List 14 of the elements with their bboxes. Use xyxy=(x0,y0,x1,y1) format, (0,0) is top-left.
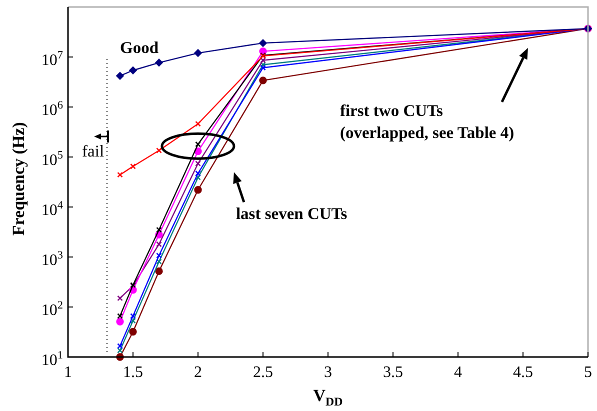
annotation: fail xyxy=(82,142,104,160)
x-tick-label: 3.5 xyxy=(383,364,403,381)
x-tick-label: 5 xyxy=(584,364,592,381)
x-tick-label: 2 xyxy=(194,364,202,381)
x-tick-label: 1.5 xyxy=(123,364,143,381)
annotation: last seven CUTs xyxy=(236,204,348,224)
annotation: first two CUTs (overlapped, see Table 4) xyxy=(340,100,514,142)
x-tick-label: 4 xyxy=(454,364,462,381)
x-tick-label: 1 xyxy=(64,364,72,381)
y-axis-title: Frequency (Hz) xyxy=(9,122,28,236)
x-tick-label: 3 xyxy=(324,364,332,381)
x-tick-label: 4.5 xyxy=(513,364,533,381)
annotation: Good xyxy=(120,38,159,57)
x-tick-label: 2.5 xyxy=(253,364,273,381)
